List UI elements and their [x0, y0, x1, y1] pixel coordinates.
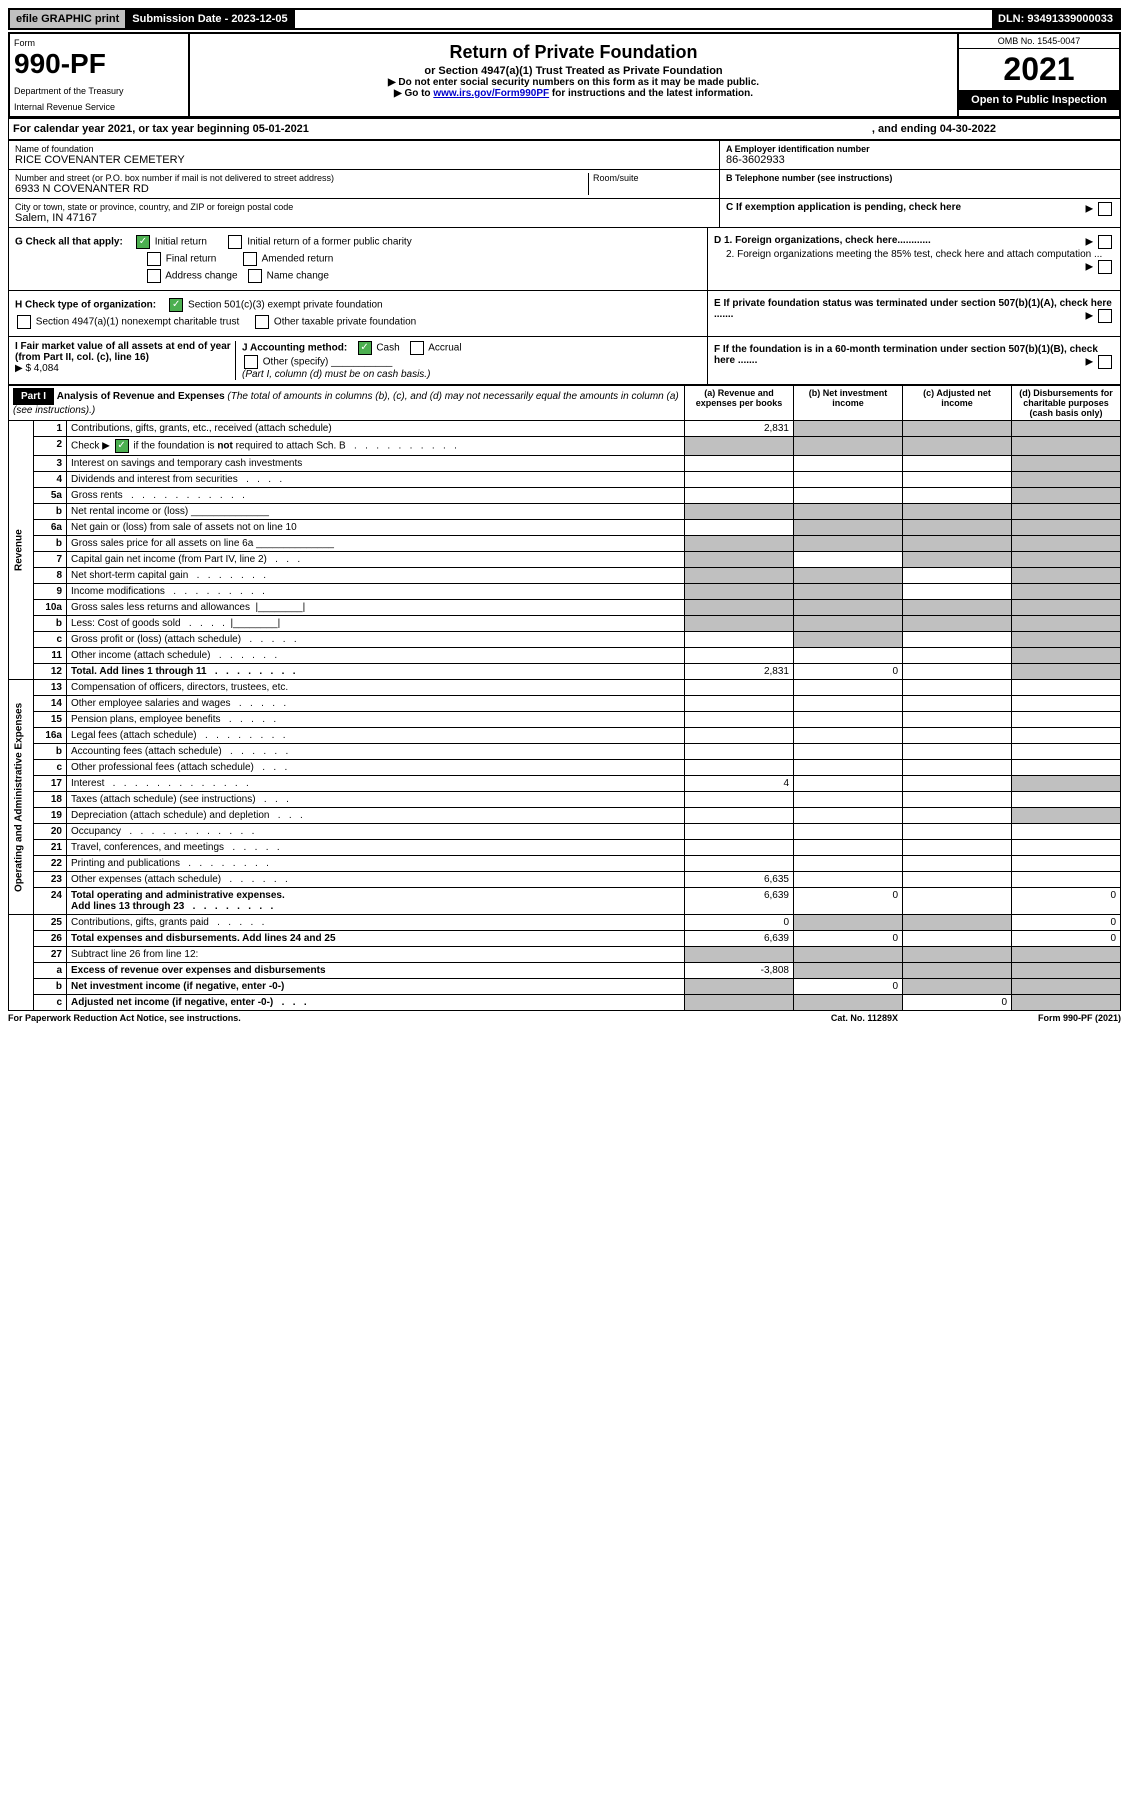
entity-info: Name of foundation RICE COVENANTER CEMET… — [8, 140, 1121, 228]
form-subtitle: or Section 4947(a)(1) Trust Treated as P… — [196, 65, 951, 77]
revenue-section: Revenue — [9, 421, 34, 680]
l25-d: 0 — [1012, 915, 1121, 931]
l24-d: 0 — [1012, 888, 1121, 915]
irs: Internal Revenue Service — [14, 102, 184, 112]
expenses-section: Operating and Administrative Expenses — [9, 680, 34, 915]
phone-label: B Telephone number (see instructions) — [726, 173, 1114, 183]
room-label: Room/suite — [593, 173, 713, 183]
form-label: Form — [14, 38, 184, 48]
l26-b: 0 — [794, 931, 903, 947]
calendar-year-row: For calendar year 2021, or tax year begi… — [8, 118, 1121, 140]
footer: For Paperwork Reduction Act Notice, see … — [8, 1013, 1121, 1023]
dln: DLN: 93491339000033 — [992, 10, 1119, 28]
amended-return-checkbox[interactable] — [243, 252, 257, 266]
link-note: ▶ Go to www.irs.gov/Form990PF for instru… — [196, 88, 951, 99]
irs-link[interactable]: www.irs.gov/Form990PF — [433, 88, 549, 99]
l26-d: 0 — [1012, 931, 1121, 947]
c-label: C If exemption application is pending, c… — [726, 202, 961, 213]
top-bar: efile GRAPHIC print Submission Date - 20… — [8, 8, 1121, 30]
l25-a: 0 — [685, 915, 794, 931]
form-header: Form 990-PF Department of the Treasury I… — [8, 32, 1121, 118]
block-ij: I Fair market value of all assets at end… — [8, 337, 1121, 385]
tax-year: 2021 — [959, 49, 1119, 90]
col-b-header: (b) Net investment income — [794, 386, 903, 421]
street-address: 6933 N COVENANTER RD — [15, 183, 588, 195]
city-state-zip: Salem, IN 47167 — [15, 212, 713, 224]
e-checkbox[interactable] — [1098, 309, 1112, 323]
paperwork-notice: For Paperwork Reduction Act Notice, see … — [8, 1013, 241, 1023]
addr-label: Number and street (or P.O. box number if… — [15, 173, 588, 183]
l12-a: 2,831 — [685, 664, 794, 680]
initial-former-checkbox[interactable] — [228, 235, 242, 249]
ein-label: A Employer identification number — [726, 144, 1114, 154]
accrual-checkbox[interactable] — [410, 341, 424, 355]
fmv-value: ▶ $ 4,084 — [15, 363, 59, 374]
l27b-b: 0 — [794, 979, 903, 995]
block-h: H Check type of organization: Section 50… — [8, 291, 1121, 337]
submission-date: Submission Date - 2023-12-05 — [126, 10, 294, 28]
open-public: Open to Public Inspection — [959, 90, 1119, 110]
cat-no: Cat. No. 11289X — [831, 1013, 898, 1023]
f-checkbox[interactable] — [1098, 355, 1112, 369]
name-change-checkbox[interactable] — [248, 269, 262, 283]
efile-button[interactable]: efile GRAPHIC print — [10, 10, 126, 28]
d2-checkbox[interactable] — [1098, 260, 1112, 274]
final-return-checkbox[interactable] — [147, 252, 161, 266]
l1-a: 2,831 — [685, 421, 794, 437]
l24-a: 6,639 — [685, 888, 794, 915]
form-number: 990-PF — [14, 48, 184, 80]
l23-a: 6,635 — [685, 872, 794, 888]
l26-a: 6,639 — [685, 931, 794, 947]
d1-checkbox[interactable] — [1098, 235, 1112, 249]
l24-b: 0 — [794, 888, 903, 915]
address-change-checkbox[interactable] — [147, 269, 161, 283]
part1-label: Part I — [13, 388, 54, 405]
c-checkbox[interactable] — [1098, 202, 1112, 216]
name-label: Name of foundation — [15, 144, 713, 154]
col-a-header: (a) Revenue and expenses per books — [685, 386, 794, 421]
l12-b: 0 — [794, 664, 903, 680]
col-c-header: (c) Adjusted net income — [903, 386, 1012, 421]
ssn-note: ▶ Do not enter social security numbers o… — [196, 77, 951, 88]
other-method-checkbox[interactable] — [244, 355, 258, 369]
other-taxable-checkbox[interactable] — [255, 315, 269, 329]
l27c-c: 0 — [903, 995, 1012, 1011]
4947-checkbox[interactable] — [17, 315, 31, 329]
initial-return-checkbox[interactable] — [136, 235, 150, 249]
foundation-name: RICE COVENANTER CEMETERY — [15, 154, 713, 166]
dept-treasury: Department of the Treasury — [14, 86, 184, 96]
form-title: Return of Private Foundation — [196, 42, 951, 63]
schb-checkbox[interactable] — [115, 439, 129, 453]
block-g: G Check all that apply: Initial return I… — [8, 228, 1121, 291]
form-ref: Form 990-PF (2021) — [1038, 1013, 1121, 1023]
cash-checkbox[interactable] — [358, 341, 372, 355]
501c3-checkbox[interactable] — [169, 298, 183, 312]
part1-table: Part I Analysis of Revenue and Expenses … — [8, 385, 1121, 1011]
city-label: City or town, state or province, country… — [15, 202, 713, 212]
col-d-header: (d) Disbursements for charitable purpose… — [1012, 386, 1121, 421]
l17-a: 4 — [685, 776, 794, 792]
omb-number: OMB No. 1545-0047 — [959, 34, 1119, 49]
l27a-a: -3,808 — [685, 963, 794, 979]
ein: 86-3602933 — [726, 154, 1114, 166]
